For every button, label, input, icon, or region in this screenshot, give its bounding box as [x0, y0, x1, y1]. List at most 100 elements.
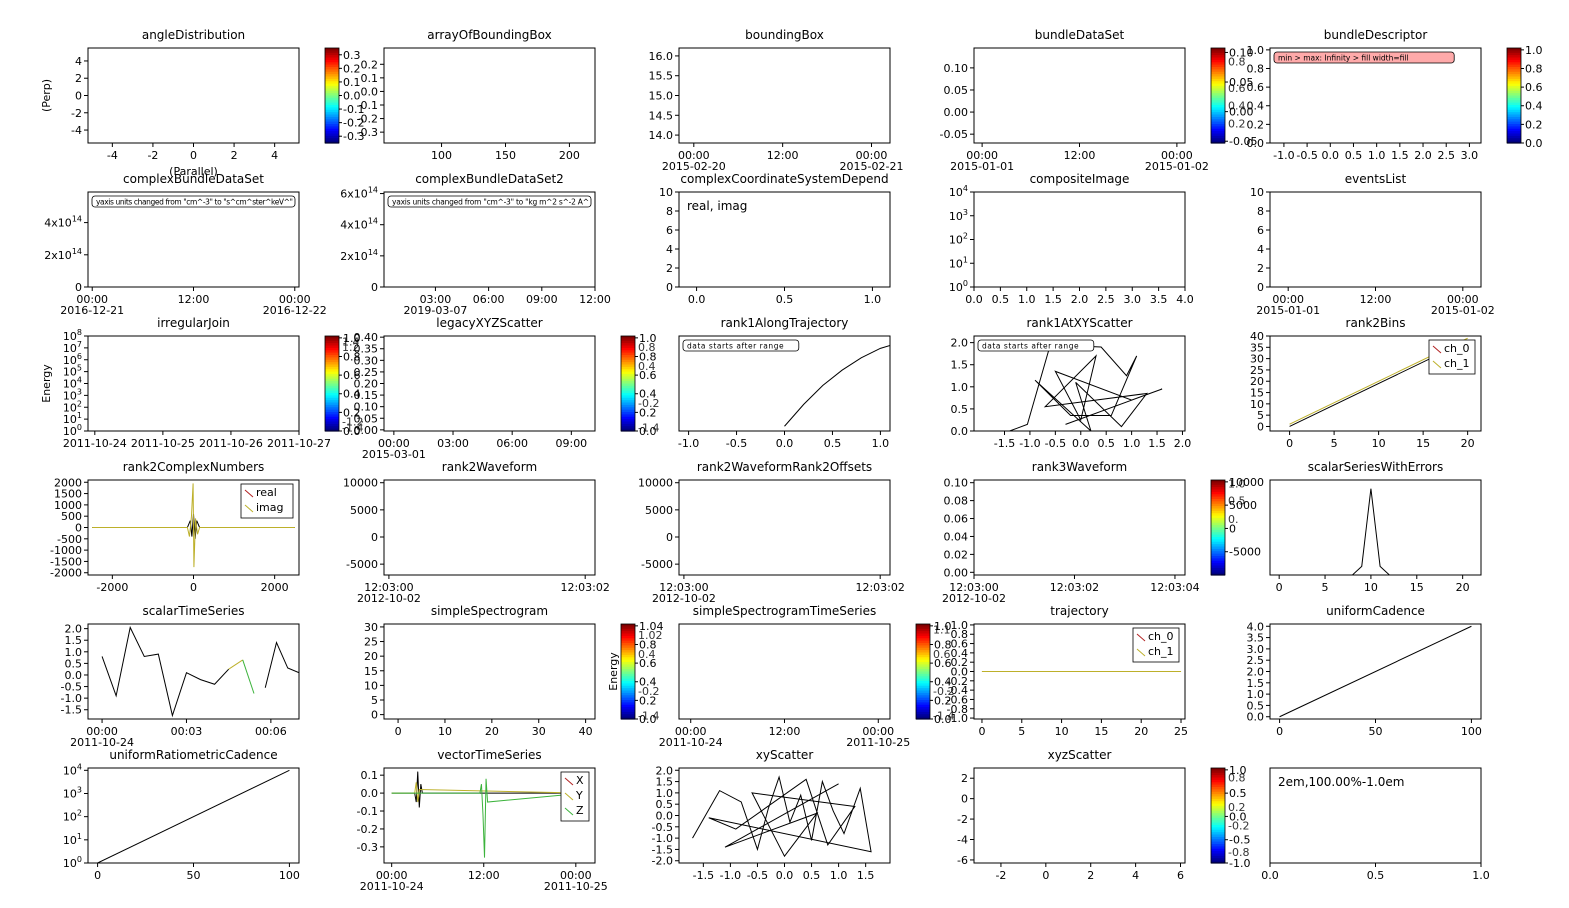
x-tick-label: -0.5: [1045, 437, 1066, 450]
legend-label: ch_1: [1148, 645, 1174, 658]
colorbar-segment: [1507, 50, 1521, 54]
colorbar-segment: [1211, 558, 1225, 562]
y-tick-label: 14.0: [649, 129, 674, 142]
y-tick-label: -0.4: [947, 684, 968, 697]
x-tick-label: 3.0: [1461, 149, 1479, 162]
y-tick-label: -0.5: [652, 821, 673, 834]
y-tick-label: 0: [666, 531, 673, 544]
colorbar-segment: [1211, 496, 1225, 500]
colorbar-segment: [1211, 801, 1225, 805]
colorbar-segment: [1507, 93, 1521, 97]
y-tick-label: -1.0: [61, 692, 82, 705]
colorbar-segment: [325, 383, 339, 387]
annotation-box: [682, 339, 800, 352]
chart-xyScatter: xyScatter-1.5 -1.0 -0.5 0.0 0.5 1.0 1.52.01.51…: [652, 748, 891, 882]
colorbar-tick-label: 0.2: [343, 62, 361, 75]
colorbar-tick-label: -0.2: [638, 397, 659, 410]
plot-frame: [678, 479, 891, 576]
colorbar-segment: [621, 707, 635, 711]
colorbar-segment: [325, 128, 339, 132]
series-line: [1288, 488, 1472, 575]
colorbar-segment: [1211, 50, 1225, 54]
x-date-label: 2016-12-22: [263, 304, 327, 317]
plot-frame: [87, 335, 300, 432]
y-tick-label: 0: [75, 522, 82, 535]
x-tick-label: 30: [532, 725, 546, 738]
colorbar-segment: [1211, 48, 1225, 51]
x-axis-label: (Parallel): [169, 165, 218, 178]
y-tick-label-exp: 4: [77, 376, 82, 385]
colorbar-tick-label: 0.05: [1229, 76, 1254, 89]
y-tick-label: 103: [949, 208, 968, 223]
x-tick-label: 12:03:02: [855, 581, 904, 594]
chart-rank1AtXYScatter: rank1AtXYScatter -1.5 -1.0 -0.5 0.0 0.5 1.0 1.5…: [951, 316, 1192, 450]
y-tick-label: 0.6: [1247, 81, 1265, 94]
x-tick-label: -4: [107, 149, 118, 162]
colorbar-segment: [916, 640, 930, 644]
colorbar-segment: [1211, 803, 1225, 807]
chart-title: rank1AtXYScatter: [1026, 316, 1132, 330]
x-date-label: 2015-01-02: [1145, 160, 1209, 173]
colorbar-segment: [1211, 846, 1225, 850]
colorbar-segment: [325, 397, 339, 401]
y-tick-label: 6x1014: [340, 186, 378, 201]
chart-rank3Waveform: rank3Waveform 12:03:00 12:03:02 12:03:04 201…: [942, 460, 1264, 605]
colorbar-tick-label: 0.6: [1228, 82, 1246, 95]
colorbar-segment: [325, 124, 339, 127]
colorbar-segment: [916, 664, 930, 668]
colorbar-segment: [325, 102, 339, 106]
chart-rank2WaveformRank2Offsets: rank2WaveformRank2Offsets 12:03:00 12:03:0…: [638, 460, 905, 605]
x-tick-label: 2: [231, 149, 238, 162]
x-tick-label: 0: [1286, 437, 1293, 450]
colorbar-tick-label: 0.0: [639, 713, 657, 726]
colorbar-segment: [1507, 135, 1521, 139]
x-tick-label: 4: [1132, 869, 1139, 882]
colorbar-segment: [325, 90, 339, 94]
colorbar-segment: [1211, 851, 1225, 855]
colorbar-segment: [1211, 817, 1225, 821]
colorbar-segment: [1211, 820, 1225, 824]
colorbar-segment: [1211, 537, 1225, 540]
x-tick-label: 1.0: [1472, 869, 1490, 882]
series-line: [264, 640, 299, 688]
colorbar-segment: [325, 340, 339, 344]
colorbar-segment: [1211, 522, 1225, 526]
colorbar-tick-label: -0.1: [343, 103, 364, 116]
x-tick-label: 0: [94, 869, 101, 882]
x-tick-label: 0.5: [776, 293, 794, 306]
annotation: yaxis units changed from "cm^-3" to "kg …: [392, 198, 589, 207]
y-tick-label: 0.10: [944, 62, 969, 75]
colorbar-segment: [621, 412, 635, 415]
colorbar-segment: [1211, 770, 1225, 774]
colorbar-tick-label: -0.2: [343, 117, 364, 130]
colorbar-segment: [1507, 112, 1521, 116]
y-tick-label: -6: [957, 854, 968, 867]
colorbar-segment: [621, 626, 635, 630]
colorbar-segment: [325, 52, 339, 56]
colorbar-tick-label: 0.0: [934, 713, 952, 726]
colorbar-segment: [916, 666, 930, 670]
y-tick-label: 10: [1250, 186, 1264, 199]
y-tick-label: 102: [63, 809, 82, 824]
colorbar-segment: [1507, 48, 1521, 51]
colorbar-tick-label: -1.0: [1229, 857, 1250, 870]
colorbar-segment: [1211, 513, 1225, 517]
x-tick-label: 00:00: [76, 293, 108, 306]
colorbar-tick-label: 0.8: [1228, 771, 1246, 784]
x-tick-label: 12:00: [468, 869, 500, 882]
colorbar: 0.30.20.10.0-0.1-0.2-0.3: [324, 47, 364, 144]
chart-title: complexBundleDataSet: [123, 172, 264, 186]
plot-frame: [1269, 479, 1482, 576]
y-tick-label: -0.8: [947, 703, 968, 716]
colorbar-segment: [621, 419, 635, 423]
colorbar-segment: [1211, 848, 1225, 852]
x-date-label: 2015-01-01: [950, 160, 1014, 173]
plot-area: [92, 483, 295, 568]
x-tick-label: 15: [1416, 437, 1430, 450]
colorbar-segment: [325, 419, 339, 423]
colorbar-segment: [621, 671, 635, 675]
y-tick-label: 30: [364, 621, 378, 634]
x-tick-label: 12:00: [1064, 149, 1096, 162]
